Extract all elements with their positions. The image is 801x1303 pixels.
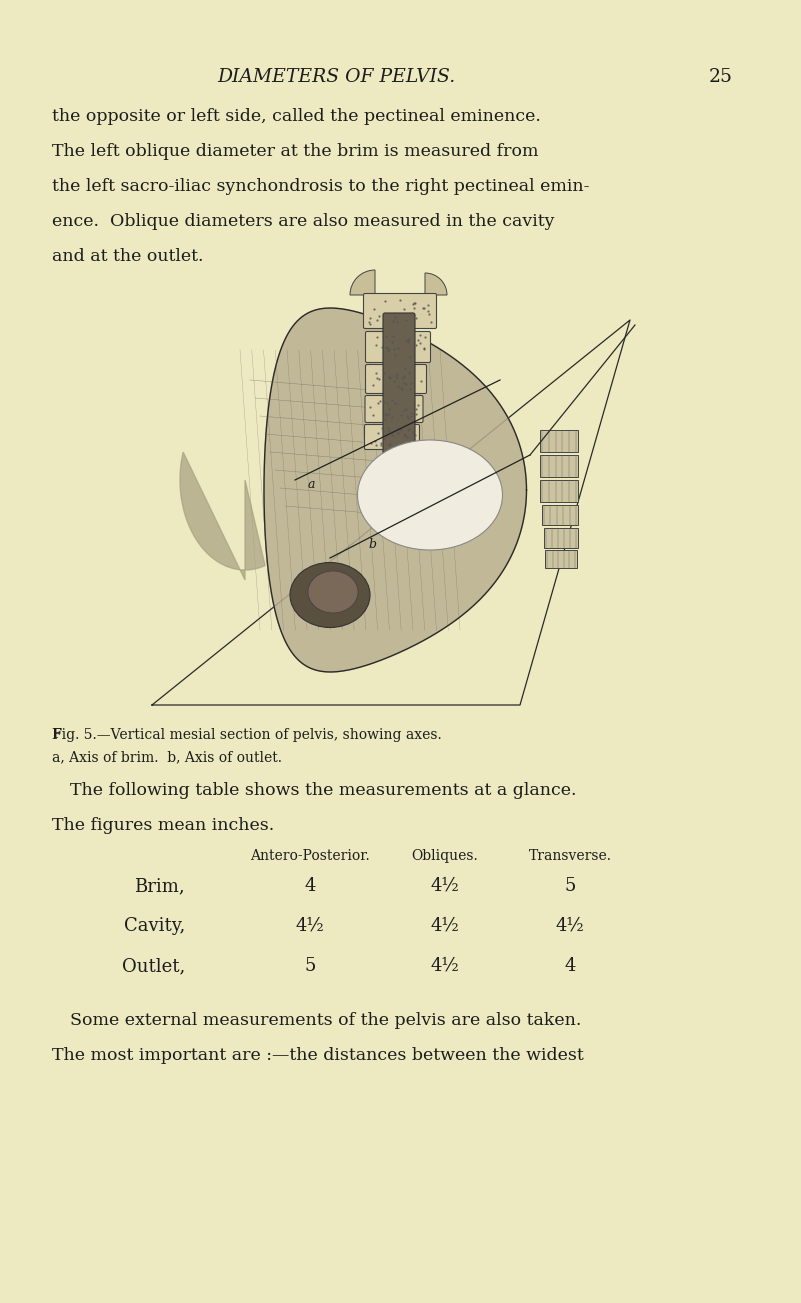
Text: Some external measurements of the pelvis are also taken.: Some external measurements of the pelvis… xyxy=(70,1012,582,1029)
Text: The left oblique diameter at the brim is measured from: The left oblique diameter at the brim is… xyxy=(52,143,538,160)
Text: a, Axis of brim.  b, Axis of outlet.: a, Axis of brim. b, Axis of outlet. xyxy=(52,751,282,764)
FancyBboxPatch shape xyxy=(544,528,578,549)
FancyBboxPatch shape xyxy=(545,550,577,568)
Text: 4½: 4½ xyxy=(431,877,460,895)
Text: DIAMETERS OF PELVIS.: DIAMETERS OF PELVIS. xyxy=(217,68,456,86)
FancyBboxPatch shape xyxy=(364,293,437,328)
Ellipse shape xyxy=(357,440,502,550)
Text: Brim,: Brim, xyxy=(135,877,185,895)
Text: The most important are :—the distances between the widest: The most important are :—the distances b… xyxy=(52,1048,584,1065)
Ellipse shape xyxy=(308,571,358,612)
Text: The following table shows the measurements at a glance.: The following table shows the measuremen… xyxy=(70,782,577,799)
Text: a: a xyxy=(308,478,316,491)
Ellipse shape xyxy=(290,563,370,628)
Polygon shape xyxy=(264,308,526,672)
Text: Cavity,: Cavity, xyxy=(123,917,185,936)
FancyBboxPatch shape xyxy=(364,425,420,450)
Text: The figures mean inches.: The figures mean inches. xyxy=(52,817,274,834)
FancyBboxPatch shape xyxy=(540,480,578,502)
Text: Antero-Posterior.: Antero-Posterior. xyxy=(250,850,370,863)
FancyBboxPatch shape xyxy=(540,455,578,477)
Text: and at the outlet.: and at the outlet. xyxy=(52,248,203,265)
Text: Transverse.: Transverse. xyxy=(529,850,611,863)
Text: the left sacro-iliac synchondrosis to the right pectineal emin-: the left sacro-iliac synchondrosis to th… xyxy=(52,179,590,195)
Text: Outlet,: Outlet, xyxy=(122,956,185,975)
Wedge shape xyxy=(425,274,447,294)
Text: 4½: 4½ xyxy=(431,956,460,975)
Text: ence.  Oblique diameters are also measured in the cavity: ence. Oblique diameters are also measure… xyxy=(52,212,554,231)
Text: 5: 5 xyxy=(565,877,576,895)
FancyBboxPatch shape xyxy=(383,313,415,493)
FancyBboxPatch shape xyxy=(365,396,423,422)
Text: 4½: 4½ xyxy=(431,917,460,936)
Text: 5: 5 xyxy=(304,956,316,975)
Text: Fig. 5.—Vertical mesial section of pelvis, showing axes.: Fig. 5.—Vertical mesial section of pelvi… xyxy=(52,728,441,741)
Text: 4: 4 xyxy=(304,877,316,895)
Text: 4½: 4½ xyxy=(556,917,585,936)
Wedge shape xyxy=(350,270,375,294)
Text: F: F xyxy=(52,728,61,741)
Text: 4½: 4½ xyxy=(296,917,324,936)
Text: the opposite or left side, called the pectineal eminence.: the opposite or left side, called the pe… xyxy=(52,108,541,125)
FancyBboxPatch shape xyxy=(540,430,578,452)
Text: b: b xyxy=(368,538,376,551)
Text: Obliques.: Obliques. xyxy=(412,850,478,863)
FancyBboxPatch shape xyxy=(365,365,426,394)
Text: 4: 4 xyxy=(565,956,576,975)
FancyBboxPatch shape xyxy=(542,506,578,525)
Text: 25: 25 xyxy=(709,68,733,86)
FancyBboxPatch shape xyxy=(365,331,430,362)
Polygon shape xyxy=(180,452,265,580)
